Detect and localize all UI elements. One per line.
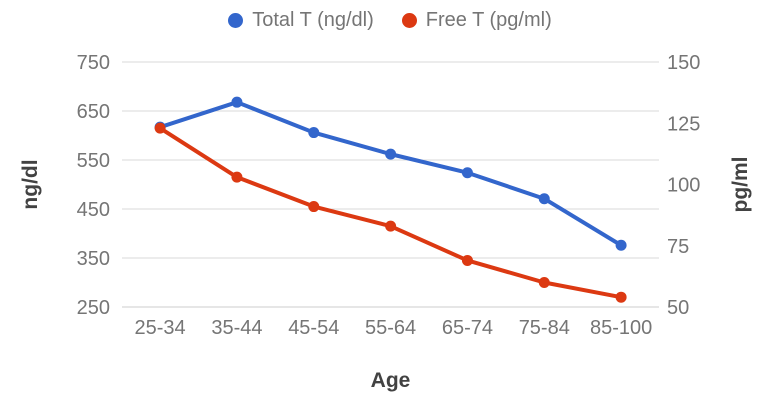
x-tick-label: 45-54 (288, 317, 339, 339)
data-point[interactable] (231, 96, 243, 108)
data-point[interactable] (538, 193, 550, 205)
series-layer (154, 96, 627, 303)
y-right-tick-label: 150 (667, 52, 700, 74)
y-left-tick-label: 450 (77, 199, 110, 221)
chart-legend: Total T (ng/dl) Free T (pg/ml) (0, 6, 780, 34)
y-right-tick-label: 50 (667, 297, 689, 319)
data-point[interactable] (154, 122, 166, 134)
y-axis-title-right: pg/ml (729, 157, 752, 213)
data-point[interactable] (385, 148, 397, 160)
x-tick-label: 35-44 (211, 317, 262, 339)
y-left-tick-label: 550 (77, 150, 110, 172)
legend-dot-blue-icon (228, 12, 244, 28)
tick-labels: 750 650 550 450 350 250 150 125 100 75 50 25-34 35-4… (77, 52, 701, 339)
data-point[interactable] (615, 291, 627, 303)
gridlines (122, 61, 659, 308)
y-right-tick-label: 75 (667, 236, 689, 258)
legend-label-total-t: Total T (ng/dl) (252, 8, 374, 31)
y-left-tick-label: 650 (77, 101, 110, 123)
data-point[interactable] (538, 277, 550, 288)
x-tick-label: 55-64 (365, 317, 416, 339)
legend-item-total-t[interactable]: Total T (ng/dl) (228, 9, 374, 32)
data-point[interactable] (461, 167, 473, 179)
x-tick-label: 25-34 (135, 317, 186, 339)
y-right-tick-label: 125 (667, 113, 700, 135)
y-left-tick-label: 350 (77, 248, 110, 270)
legend-dot-red-icon (401, 12, 417, 28)
x-axis-title: Age (371, 369, 411, 392)
legend-label-free-t: Free T (pg/ml) (425, 8, 552, 31)
data-point[interactable] (308, 127, 320, 139)
y-right-tick-label: 100 (667, 175, 700, 197)
data-point[interactable] (308, 201, 320, 213)
y-axis-title-left: ng/dl (19, 159, 42, 209)
x-tick-label: 65-74 (442, 317, 493, 339)
data-point[interactable] (615, 239, 627, 251)
y-left-tick-label: 750 (77, 52, 110, 74)
data-point[interactable] (385, 220, 397, 232)
y-left-tick-label: 250 (77, 297, 110, 319)
x-tick-label: 75-84 (519, 317, 570, 339)
data-point[interactable] (461, 254, 473, 266)
data-point[interactable] (231, 171, 243, 183)
legend-item-free-t[interactable]: Free T (pg/ml) (401, 8, 552, 32)
x-tick-label: 85-100 (590, 317, 652, 339)
